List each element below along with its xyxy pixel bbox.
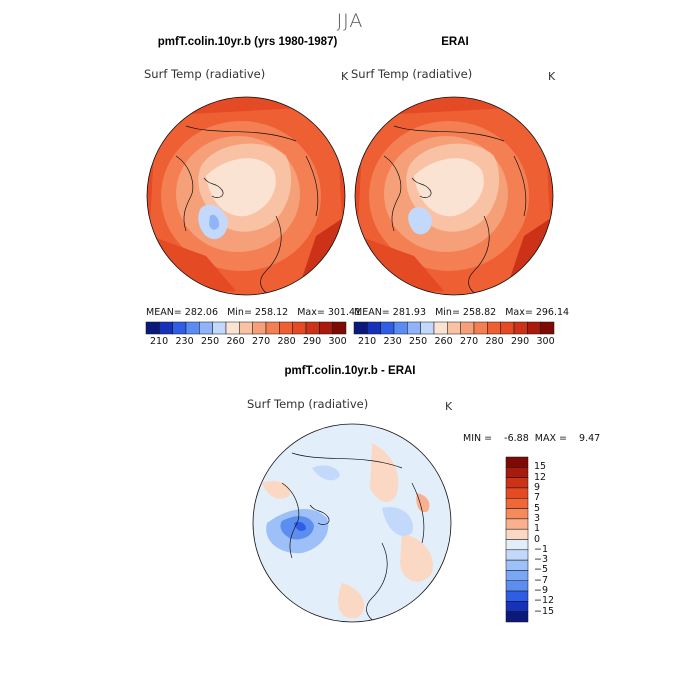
colorbar-swatch [199,321,213,335]
colorbar-swatch [332,321,347,335]
colorbar-swatch [513,321,528,335]
colorbar-swatch [505,559,529,571]
colorbar-tick-label: 250 [409,336,428,347]
colorbar-swatch [473,321,488,335]
colorbar-tick-label: 290 [303,336,322,347]
colorbar-tick-label: 300 [536,336,555,347]
colorbar-swatch [212,321,227,335]
colorbar-tick-label: 0 [534,533,541,545]
colorbar-swatch [279,321,293,335]
colorbar-swatch [505,477,529,489]
colorbar-swatch [527,321,541,335]
diff-variable-label: Surf Temp (radiative) [247,397,369,411]
colorbar-swatch [159,321,173,335]
colorbar-tick-label: 5 [534,502,541,514]
obs-colorbar-ticks: 210 230 250 260 270 280 290 300 [354,336,555,348]
diff-map [252,423,452,623]
colorbar-swatch [380,321,395,335]
colorbar-swatch [500,321,515,335]
colorbar-swatch [505,487,529,499]
colorbar-swatch [505,456,529,468]
colorbar-swatch [505,549,529,561]
colorbar-tick-label: −7 [534,574,549,586]
diff-units-label: K [445,400,453,413]
colorbar-tick-label: 230 [175,336,194,347]
colorbar-swatch [239,321,253,335]
colorbar-tick-label: 210 [358,336,377,347]
model-units-label: K [341,70,349,83]
colorbar-swatch [505,498,529,509]
colorbar-tick-label: 230 [383,336,402,347]
colorbar-swatch [505,570,529,581]
obs-map [354,96,554,296]
colorbar-swatch [367,321,381,335]
colorbar-swatch [420,321,435,335]
colorbar-tick-label: −5 [534,564,549,576]
colorbar-tick-label: 290 [511,336,530,347]
colorbar-swatch [505,539,529,551]
diff-panel-title: pmfT.colin.10yr.b - ERAI [284,365,416,377]
colorbar-tick-label: 9 [534,481,541,493]
figure-title: JJA [336,10,364,32]
colorbar-swatch [172,321,187,335]
obs-units-label: K [548,70,556,83]
colorbar-swatch [319,321,333,335]
colorbar-tick-label: −1 [534,543,549,555]
colorbar-tick-label: 12 [534,471,547,483]
colorbar-tick-label: 300 [328,336,347,347]
model-colorbar-ticks: 210 230 250 260 270 280 290 300 [146,336,347,348]
colorbar-tick-label: 3 [534,512,541,524]
model-panel-title: pmfT.colin.10yr.b (yrs 1980-1987) [157,36,338,48]
colorbar-tick-label: 280 [277,336,296,347]
colorbar-tick-label: −12 [534,595,555,607]
colorbar-swatch [505,508,529,520]
obs-variable-label: Surf Temp (radiative) [351,67,473,81]
colorbar-tick-label: 280 [485,336,504,347]
colorbar-swatch [505,467,529,478]
colorbar-swatch [145,321,160,335]
obs-panel-title: ERAI [441,36,469,48]
model-variable-label: Surf Temp (radiative) [144,67,266,81]
colorbar-swatch [225,321,240,335]
obs-colorbar [353,321,555,335]
colorbar-tick-label: 250 [201,336,220,347]
colorbar-swatch [505,528,529,540]
colorbar-swatch [407,321,421,335]
colorbar-swatch [505,601,529,612]
colorbar-tick-label: −3 [534,554,549,566]
colorbar-swatch [505,590,529,602]
diff-colorbar [505,456,529,623]
diff-colorbar-ticks: 15 12 9 7 5 3 1 0 −1 −3 −5 −7 −9 −12 −15 [534,457,574,622]
colorbar-swatch [292,321,307,335]
colorbar-tick-label: 1 [534,523,541,535]
colorbar-swatch [447,321,461,335]
colorbar-swatch [540,321,555,335]
colorbar-swatch [305,321,320,335]
colorbar-tick-label: 15 [534,461,547,473]
colorbar-tick-label: 270 [252,336,271,347]
colorbar-tick-label: −15 [534,605,555,617]
colorbar-tick-label: 7 [534,492,541,504]
colorbar-swatch [185,321,200,335]
colorbar-swatch [433,321,448,335]
colorbar-tick-label: 210 [150,336,169,347]
model-map [146,96,346,296]
colorbar-tick-label: 260 [226,336,245,347]
obs-stats: MEAN= 281.93 Min= 258.82 Max= 296.14 [354,307,570,318]
colorbar-swatch [265,321,280,335]
colorbar-tick-label: −9 [534,585,549,597]
model-stats: MEAN= 282.06 Min= 258.12 Max= 301.41 [146,307,362,318]
colorbar-swatch [393,321,408,335]
colorbar-swatch [505,580,529,592]
model-colorbar [145,321,347,335]
colorbar-swatch [505,611,529,623]
colorbar-swatch [252,321,267,335]
colorbar-swatch [460,321,475,335]
colorbar-swatch [353,321,368,335]
colorbar-swatch [487,321,501,335]
colorbar-tick-label: 270 [460,336,479,347]
colorbar-swatch [505,518,529,530]
diff-stats: MIN = -6.88 MAX = 9.47 [463,433,601,444]
colorbar-tick-label: 260 [434,336,453,347]
